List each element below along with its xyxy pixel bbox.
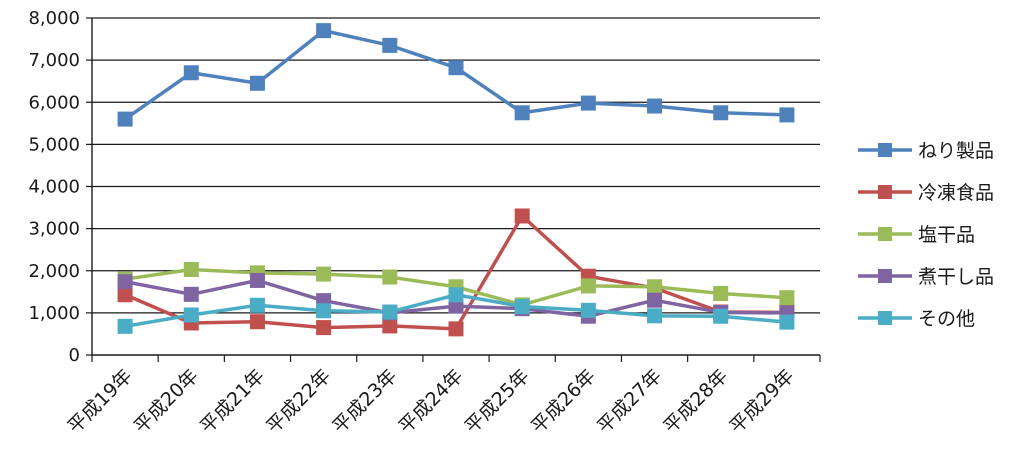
- data-point-marker: [249, 314, 265, 330]
- axes: [86, 17, 821, 362]
- data-point-marker: [779, 314, 795, 330]
- legend-entry: 塩干品: [858, 224, 975, 246]
- data-point-marker: [183, 286, 199, 302]
- legend-entry: その他: [858, 308, 975, 330]
- data-point-marker: [316, 303, 332, 319]
- series-4: [117, 287, 795, 334]
- data-point-marker: [316, 320, 332, 336]
- series-lines: [117, 23, 795, 337]
- data-point-marker: [382, 269, 398, 285]
- data-point-marker: [249, 75, 265, 91]
- y-tick-label: 8,000: [28, 8, 80, 29]
- data-point-marker: [183, 307, 199, 323]
- data-point-marker: [448, 60, 464, 76]
- data-point-marker: [249, 297, 265, 313]
- data-point-marker: [316, 266, 332, 282]
- data-point-marker: [117, 318, 133, 334]
- x-tick-label: 平成21年: [196, 365, 269, 438]
- data-point-marker: [382, 37, 398, 53]
- data-point-marker: [117, 111, 133, 127]
- x-tick-label: 平成28年: [659, 365, 732, 438]
- data-point-marker: [647, 308, 663, 324]
- legend-label: 塩干品: [918, 224, 975, 246]
- x-axis-tick-labels: 平成19年平成20年平成21年平成22年平成23年平成24年平成25年平成26年…: [64, 365, 799, 438]
- data-point-marker: [514, 208, 530, 224]
- data-point-marker: [580, 278, 596, 294]
- x-tick-label: 平成20年: [130, 365, 203, 438]
- data-point-marker: [580, 302, 596, 318]
- data-point-marker: [117, 287, 133, 303]
- x-tick-label: 平成19年: [64, 365, 137, 438]
- x-tick-label: 平成25年: [461, 365, 534, 438]
- data-point-marker: [514, 105, 530, 121]
- y-tick-label: 0: [69, 345, 80, 366]
- legend-label: 冷凍食品: [918, 182, 994, 204]
- y-tick-label: 1,000: [28, 303, 80, 324]
- data-point-marker: [183, 261, 199, 277]
- x-tick-label: 平成27年: [593, 365, 666, 438]
- y-tick-label: 3,000: [28, 219, 80, 240]
- legend-marker: [878, 185, 892, 199]
- legend-entry: 冷凍食品: [858, 182, 994, 204]
- y-tick-label: 2,000: [28, 261, 80, 282]
- legend-entry: ねり製品: [858, 140, 994, 162]
- data-point-marker: [117, 274, 133, 290]
- data-point-marker: [779, 290, 795, 306]
- legend-marker: [878, 227, 892, 241]
- y-tick-label: 5,000: [28, 134, 80, 155]
- x-tick-label: 平成29年: [725, 365, 798, 438]
- data-point-marker: [382, 318, 398, 334]
- legend-marker: [878, 269, 892, 283]
- x-tick-label: 平成23年: [328, 365, 401, 438]
- data-point-marker: [647, 292, 663, 308]
- legend-entry: 煮干し品: [858, 266, 994, 288]
- legend-marker: [878, 143, 892, 157]
- series-0: [117, 23, 795, 127]
- legend-marker: [878, 311, 892, 325]
- x-tick-label: 平成24年: [395, 365, 468, 438]
- legend-label: ねり製品: [918, 140, 994, 162]
- x-tick-label: 平成26年: [527, 365, 600, 438]
- data-point-marker: [249, 272, 265, 288]
- data-point-marker: [779, 107, 795, 123]
- data-point-marker: [183, 65, 199, 81]
- legend-label: 煮干し品: [918, 266, 994, 288]
- x-tick-label: 平成22年: [262, 365, 335, 438]
- data-point-marker: [382, 304, 398, 320]
- data-point-marker: [647, 279, 663, 295]
- data-point-marker: [448, 287, 464, 303]
- data-point-marker: [713, 285, 729, 301]
- data-point-marker: [713, 105, 729, 121]
- data-point-marker: [316, 23, 332, 39]
- y-tick-label: 6,000: [28, 92, 80, 113]
- y-axis-tick-labels: 0 1,000 2,000 3,000 4,000 5,000 6,000 7,000 8,00…: [28, 8, 80, 366]
- data-point-marker: [448, 321, 464, 337]
- y-tick-label: 4,000: [28, 177, 80, 198]
- legend-label: その他: [918, 308, 975, 330]
- data-point-marker: [580, 95, 596, 111]
- data-point-marker: [647, 98, 663, 114]
- y-tick-label: 7,000: [28, 50, 80, 71]
- data-point-marker: [713, 308, 729, 324]
- data-point-marker: [514, 299, 530, 315]
